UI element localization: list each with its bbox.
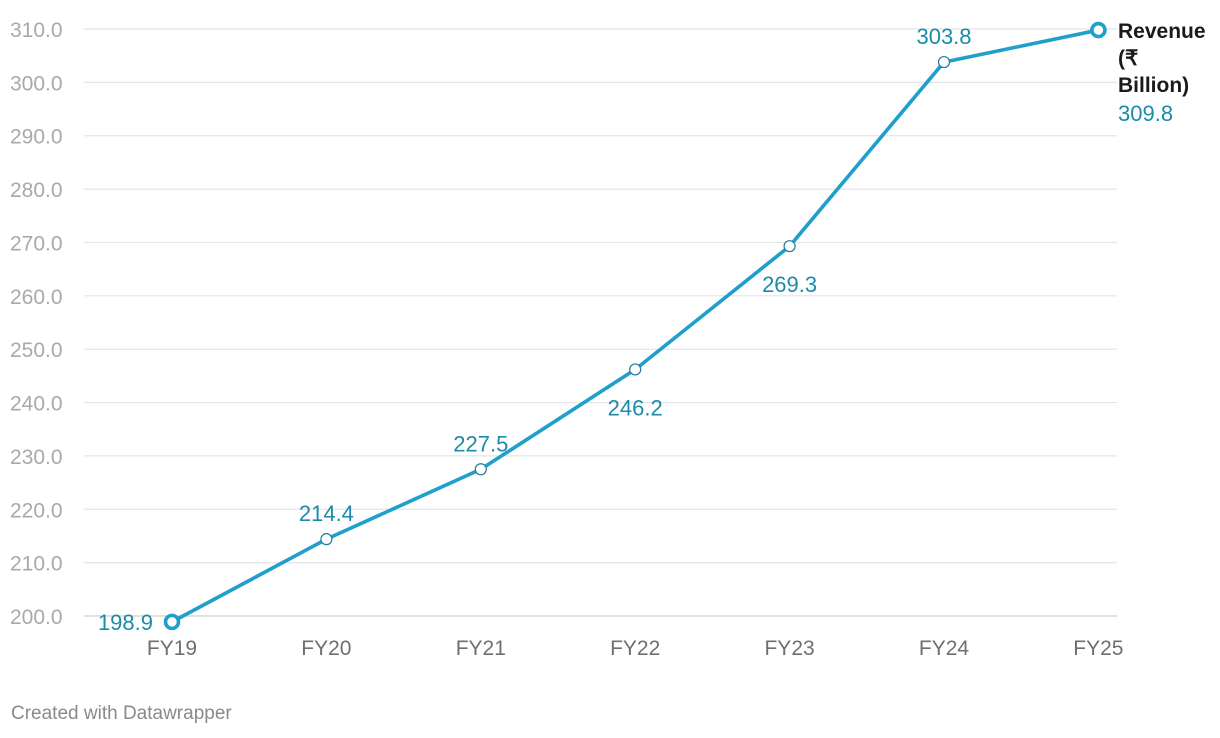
y-tick-label: 260.0 <box>10 286 63 309</box>
y-tick-label: 250.0 <box>10 339 63 362</box>
data-point <box>163 613 181 631</box>
data-point <box>783 240 796 253</box>
data-point <box>320 533 333 546</box>
y-axis-ticks: 310.0 300.0 290.0 280.0 270.0 260.0 250.0 240.0… <box>10 19 63 629</box>
end-value-label: 309.8 <box>1118 101 1173 126</box>
data-point <box>937 55 951 69</box>
datawrapper-credit: Created with Datawrapper <box>11 703 232 724</box>
data-points <box>163 21 1107 631</box>
y-tick-label: 200.0 <box>10 606 63 629</box>
x-tick-label: FY21 <box>456 637 506 660</box>
series-name-label: Revenue <box>1118 20 1206 43</box>
x-tick-label: FY24 <box>919 637 970 660</box>
x-tick-label: FY25 <box>1073 637 1123 660</box>
data-labels: 198.9 214.4 227.5 246.2 269.3 303.8 <box>98 24 972 635</box>
data-label: 246.2 <box>608 395 663 420</box>
series-line-group <box>170 28 1101 624</box>
y-tick-label: 210.0 <box>10 553 63 576</box>
data-label: 198.9 <box>98 610 153 635</box>
y-tick-label: 220.0 <box>10 499 63 522</box>
y-tick-label: 290.0 <box>10 126 63 149</box>
x-tick-label: FY22 <box>610 637 660 660</box>
data-point <box>629 363 642 376</box>
y-tick-label: 310.0 <box>10 19 63 42</box>
data-label: 214.4 <box>299 501 354 526</box>
x-tick-label: FY23 <box>764 637 814 660</box>
data-point <box>474 463 487 476</box>
data-label: 303.8 <box>916 24 971 49</box>
grid-lines <box>84 28 1117 617</box>
y-tick-label: 280.0 <box>10 179 63 202</box>
data-point <box>1090 21 1107 39</box>
series-label: Revenue (₹ Billion) 309.8 <box>1118 20 1206 126</box>
series-line <box>170 28 1101 624</box>
y-tick-label: 300.0 <box>10 72 63 95</box>
data-label: 227.5 <box>453 431 508 456</box>
y-tick-label: 240.0 <box>10 393 63 416</box>
y-tick-label: 230.0 <box>10 446 63 469</box>
x-tick-label: FY20 <box>301 637 351 660</box>
series-name-label: (₹ <box>1118 47 1138 70</box>
series-name-label: Billion) <box>1118 74 1189 97</box>
x-axis-ticks: FY19 FY20 FY21 FY22 FY23 FY24 FY25 <box>147 637 1124 660</box>
x-tick-label: FY19 <box>147 637 197 660</box>
y-tick-label: 270.0 <box>10 232 63 255</box>
data-label: 269.3 <box>762 272 817 297</box>
